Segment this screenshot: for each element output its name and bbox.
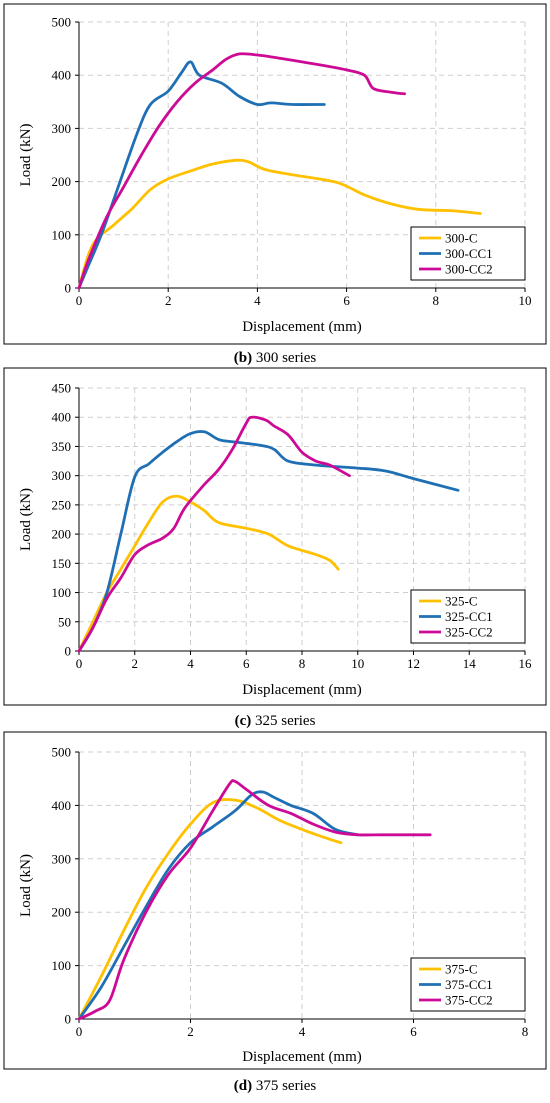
y-tick-label: 200 — [52, 527, 72, 542]
legend-label: 300-C — [445, 231, 478, 246]
y-tick-label: 100 — [52, 227, 72, 242]
legend-label: 375-C — [445, 962, 478, 977]
panel-frame — [3, 731, 547, 1070]
x-tick-label: 4 — [299, 1024, 306, 1039]
x-tick-label: 0 — [76, 656, 83, 671]
legend-label: 375-CC1 — [445, 977, 493, 992]
x-tick-label: 16 — [519, 656, 533, 671]
caption-letter: (c) — [235, 713, 252, 729]
legend-label: 300-CC2 — [445, 262, 493, 277]
x-tick-label: 6 — [343, 293, 350, 308]
chart-panel-0: 0 100 200 300 400 500 0 2 4 6 8 10 Displacement (mm)… — [3, 3, 547, 345]
y-tick-label: 400 — [52, 68, 72, 83]
caption-text: 325 series — [251, 713, 315, 729]
x-tick-label: 4 — [254, 293, 261, 308]
legend-label: 375-CC2 — [445, 993, 493, 1008]
series-line-375-CC2 — [77, 779, 432, 1021]
panel-frame — [3, 3, 547, 345]
y-tick-label: 450 — [52, 381, 72, 396]
x-axis-label: Displacement (mm) — [242, 682, 362, 698]
y-tick-label: 350 — [52, 439, 72, 454]
chart-panel-2: 0 100 200 300 400 500 0 2 4 6 8 Displacement (mm) Lo… — [3, 731, 547, 1070]
caption-letter: (b) — [234, 350, 252, 366]
figure-caption: (c) 325 series — [235, 713, 316, 729]
x-tick-label: 8 — [522, 1024, 529, 1039]
y-tick-label: 500 — [52, 745, 72, 760]
y-tick-label: 0 — [65, 644, 72, 659]
x-tick-label: 12 — [407, 656, 420, 671]
x-tick-label: 2 — [165, 293, 172, 308]
legend-label: 325-C — [445, 594, 478, 609]
y-tick-label: 0 — [65, 1012, 72, 1027]
x-axis-label: Displacement (mm) — [242, 319, 362, 335]
legend-label: 325-CC2 — [445, 625, 493, 640]
y-tick-label: 0 — [65, 281, 72, 296]
y-tick-label: 500 — [52, 15, 72, 30]
series-line-325-CC2 — [77, 415, 351, 653]
y-tick-label: 200 — [52, 905, 72, 920]
x-tick-label: 14 — [463, 656, 477, 671]
x-tick-label: 4 — [187, 656, 194, 671]
caption-text: 375 series — [252, 1078, 316, 1094]
y-tick-label: 50 — [58, 614, 71, 629]
x-tick-label: 0 — [76, 1024, 83, 1039]
y-axis-label: Load (kN) — [18, 854, 34, 917]
chart-panel-1: 0 50 100 150 200 250 300 350 400 450 0 2 4 6 8 10 12 14 16… — [3, 367, 547, 706]
legend-label: 300-CC1 — [445, 246, 493, 261]
y-tick-label: 150 — [52, 556, 72, 571]
y-tick-label: 250 — [52, 497, 72, 512]
figure-caption: (b) 300 series — [234, 350, 317, 366]
x-tick-label: 10 — [519, 293, 532, 308]
legend-label: 325-CC1 — [445, 609, 493, 624]
y-axis-label: Load (kN) — [18, 488, 34, 551]
y-tick-label: 100 — [52, 958, 72, 973]
y-tick-label: 300 — [52, 851, 72, 866]
caption-text: 300 series — [252, 350, 316, 366]
y-tick-label: 400 — [52, 410, 72, 425]
y-tick-label: 300 — [52, 468, 72, 483]
caption-letter: (d) — [234, 1078, 252, 1094]
series-line-325-CC1 — [77, 430, 460, 653]
series-line-375-CC1 — [77, 790, 360, 1021]
x-tick-label: 2 — [132, 656, 139, 671]
x-axis-label: Displacement (mm) — [242, 1049, 362, 1065]
y-tick-label: 200 — [52, 174, 72, 189]
x-tick-label: 2 — [187, 1024, 194, 1039]
series-line-300-CC2 — [77, 52, 406, 290]
x-tick-label: 6 — [243, 656, 250, 671]
y-tick-label: 300 — [52, 121, 72, 136]
figure-caption: (d) 375 series — [234, 1078, 317, 1094]
series-line-300-C — [77, 158, 482, 290]
x-tick-label: 0 — [76, 293, 83, 308]
y-tick-label: 400 — [52, 798, 72, 813]
series-line-375-C — [77, 798, 343, 1021]
y-axis-label: Load (kN) — [18, 124, 34, 187]
y-tick-label: 100 — [52, 585, 72, 600]
x-tick-label: 8 — [433, 293, 440, 308]
x-tick-label: 8 — [299, 656, 306, 671]
x-tick-label: 10 — [351, 656, 364, 671]
x-tick-label: 6 — [410, 1024, 417, 1039]
